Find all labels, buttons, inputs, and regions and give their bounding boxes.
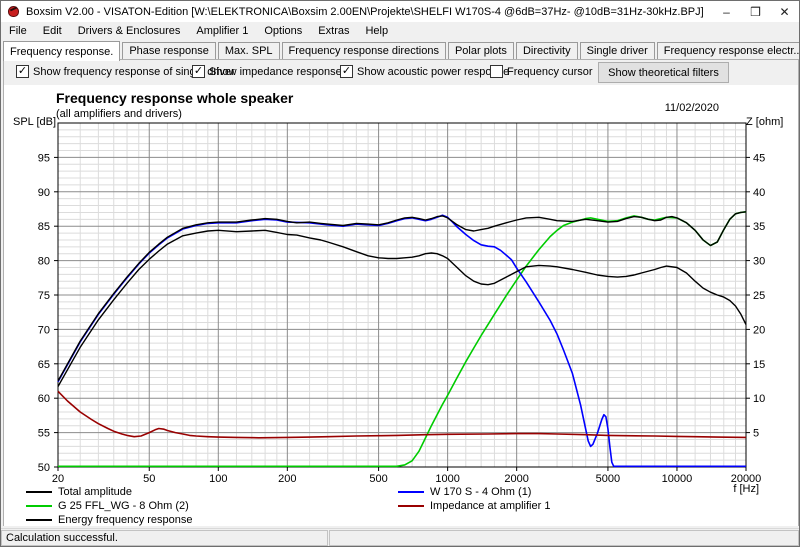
- tab-frequency-response-directions[interactable]: Frequency response directions: [281, 42, 446, 60]
- series-impedance-at-amplifier-1: [57, 390, 747, 439]
- tick-label: 2000: [504, 473, 528, 485]
- tick-label: 40: [753, 187, 765, 199]
- legend-swatch: [398, 505, 424, 507]
- tick-label: 90: [38, 187, 50, 199]
- tick-label: 85: [38, 221, 50, 233]
- checkbox-label: Show frequency response of single driver: [33, 65, 235, 78]
- menu-item-extras[interactable]: Extras: [318, 25, 350, 37]
- show-theoretical-filters-button[interactable]: Show theoretical filters: [598, 62, 729, 83]
- legend-item-energy-frequency-response: Energy frequency response: [26, 514, 193, 526]
- checkbox-label: Show impedance response: [209, 65, 342, 78]
- tab-phase-response[interactable]: Phase response: [122, 42, 216, 60]
- tick-label: 75: [38, 290, 50, 302]
- status-bar: Calculation successful.: [1, 528, 799, 546]
- menu-item-amplifier-1[interactable]: Amplifier 1: [196, 25, 249, 37]
- checkbox-label: Frequency cursor: [507, 65, 593, 78]
- tick-label: 10: [753, 393, 765, 405]
- legend-item-total-amplitude: Total amplitude: [26, 486, 132, 498]
- window-title: Boxsim V2.00 - VISATON-Edition [W:\ELEKT…: [26, 5, 704, 18]
- status-panel-empty: [329, 530, 799, 546]
- chart-date: 11/02/2020: [664, 102, 719, 114]
- menu-item-drivers-enclosures[interactable]: Drivers & Enclosures: [77, 25, 181, 37]
- tick-label: 65: [38, 359, 50, 371]
- legend-label: G 25 FFL_WG - 8 Ohm (2): [58, 500, 189, 512]
- title-bar: Boxsim V2.00 - VISATON-Edition [W:\ELEKT…: [1, 1, 799, 22]
- checkbox-show-frequency-response-of-single-driver[interactable]: ✓ Show frequency response of single drive…: [16, 65, 235, 78]
- tick-label: 60: [38, 393, 50, 405]
- tab-frequency-response-electr[interactable]: Frequency response electr..: [656, 42, 799, 60]
- tick-label: 50: [38, 462, 50, 474]
- legend-item-impedance-at-amplifier-1: Impedance at amplifier 1: [398, 500, 550, 512]
- chart-title: Frequency response whole speaker: [56, 90, 294, 106]
- tick-label: 50: [143, 473, 155, 485]
- tick-label: 500: [369, 473, 387, 485]
- legend-item-w-170-s-4-ohm-1: W 170 S - 4 Ohm (1): [398, 486, 531, 498]
- tab-polar-plots[interactable]: Polar plots: [447, 42, 514, 60]
- legend-label: Impedance at amplifier 1: [430, 500, 551, 512]
- tick-label: 35: [753, 221, 765, 233]
- status-text: Calculation successful.: [1, 530, 328, 546]
- tick-label: 80: [38, 256, 50, 268]
- checkbox-mark-show-frequency-response-of-single-driver: ✓: [16, 65, 29, 78]
- legend-swatch: [26, 519, 52, 521]
- menu-item-help[interactable]: Help: [365, 25, 389, 37]
- tick-label: 30: [753, 256, 765, 268]
- tick-label: 200: [278, 473, 296, 485]
- tab-page: ✓ Show frequency response of single drive…: [3, 59, 799, 526]
- tick-label: 100: [209, 473, 227, 485]
- legend-label: Energy frequency response: [58, 514, 193, 526]
- menu-bar: File Edit Drivers & Enclosures Amplifier 1 O…: [1, 22, 799, 40]
- legend-label: W 170 S - 4 Ohm (1): [430, 486, 532, 498]
- tick-label: 55: [38, 428, 50, 440]
- tab-frequency-response[interactable]: Frequency response.: [3, 41, 121, 61]
- tab-single-driver[interactable]: Single driver: [579, 42, 655, 60]
- legend-swatch: [398, 491, 424, 493]
- checkbox-label: Show acoustic power response: [357, 65, 510, 78]
- app-icon: [7, 5, 20, 18]
- legend-item-g-25-ffl-wg-8-ohm-2: G 25 FFL_WG - 8 Ohm (2): [26, 500, 189, 512]
- tick-label: 1000: [435, 473, 459, 485]
- legend-swatch: [26, 505, 52, 507]
- legend-swatch: [26, 491, 52, 493]
- series-total-amplitude: [57, 211, 747, 382]
- tick-label: 70: [38, 324, 50, 336]
- tick-label: 15: [753, 359, 765, 371]
- tab-max-spl[interactable]: Max. SPL: [217, 42, 280, 60]
- tab-directivity[interactable]: Directivity: [515, 42, 578, 60]
- y-left-unit-label: SPL [dB]: [13, 116, 57, 128]
- legend-label: Total amplitude: [58, 486, 132, 498]
- checkbox-mark-frequency-cursor: [490, 65, 503, 78]
- checkbox-show-acoustic-power-response[interactable]: ✓ Show acoustic power response: [340, 65, 509, 78]
- tick-label: 20: [753, 324, 765, 336]
- menu-item-options[interactable]: Options: [264, 25, 303, 37]
- minimize-button[interactable]: –: [723, 4, 730, 19]
- chart-subtitle: (all amplifiers and drivers): [56, 108, 182, 120]
- series-energy-frequency-response: [57, 229, 747, 387]
- tick-label: 45: [753, 152, 765, 164]
- menu-item-edit[interactable]: Edit: [42, 25, 62, 37]
- maximize-button[interactable]: ❒: [750, 4, 761, 19]
- checkbox-mark-show-acoustic-power-response: ✓: [340, 65, 353, 78]
- y-right-unit-label: Z [ohm]: [746, 116, 784, 128]
- menu-item-file[interactable]: File: [9, 25, 27, 37]
- tab-strip: Frequency response. Phase response Max. SP…: [3, 40, 799, 61]
- tick-label: 25: [753, 290, 765, 302]
- tick-label: 5: [753, 428, 759, 440]
- checkbox-mark-show-impedance-response: ✓: [192, 65, 205, 78]
- tick-label: 5000: [596, 473, 620, 485]
- checkbox-frequency-cursor[interactable]: Frequency cursor: [490, 65, 593, 78]
- tick-label: 10000: [662, 473, 693, 485]
- checkbox-show-impedance-response[interactable]: ✓ Show impedance response: [192, 65, 342, 78]
- chart-panel: Frequency response whole speaker (all am…: [4, 85, 798, 526]
- tick-label: 20: [52, 473, 64, 485]
- x-unit-label: f [Hz]: [733, 483, 759, 495]
- close-button[interactable]: ✕: [779, 4, 790, 19]
- tick-label: 95: [38, 152, 50, 164]
- tick-label: 20000: [731, 473, 762, 485]
